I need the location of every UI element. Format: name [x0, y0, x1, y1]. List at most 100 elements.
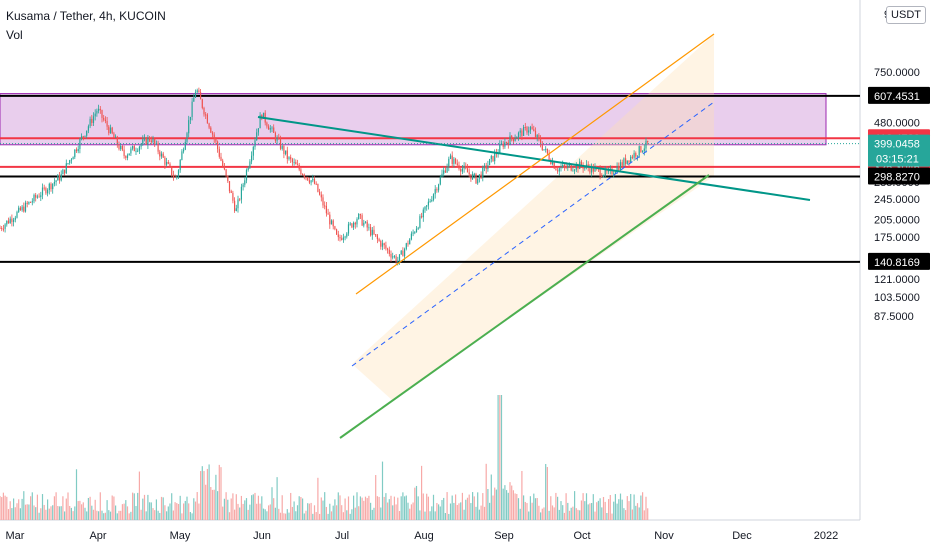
volume-bar — [424, 511, 426, 520]
volume-bar — [159, 512, 161, 520]
channel-mid-line[interactable] — [351, 101, 715, 367]
candle-body — [346, 233, 348, 237]
candle-body — [344, 236, 346, 238]
candle-body — [327, 213, 329, 215]
candle-body — [140, 144, 142, 147]
volume-bar — [341, 505, 343, 520]
volume-bar — [298, 496, 300, 520]
candle-body — [28, 201, 30, 204]
candle-body — [201, 99, 203, 108]
candle-body — [271, 127, 273, 129]
volume-bar — [247, 509, 249, 520]
plot-area[interactable] — [0, 0, 860, 520]
candle-body — [317, 183, 319, 192]
volume-bar — [249, 504, 251, 520]
candle-body — [551, 162, 554, 165]
volume-bar — [570, 507, 572, 520]
candle-body — [235, 208, 237, 211]
candle-body — [631, 156, 633, 158]
candle-body — [278, 137, 280, 139]
volume-bar — [346, 510, 348, 520]
candle-body — [237, 199, 239, 209]
downtrend-line[interactable] — [257, 116, 811, 201]
volume-bar — [509, 482, 511, 520]
volume-bar — [164, 505, 166, 520]
last-price-label: 399.0458 — [874, 139, 920, 151]
price-line-tag — [868, 252, 930, 270]
candle-body — [200, 92, 202, 100]
volume-bar — [422, 493, 424, 520]
candle-body — [242, 184, 244, 187]
volume-bar — [361, 497, 363, 520]
volume-bar — [53, 496, 55, 520]
volume-bar — [502, 488, 504, 520]
volume-bar — [485, 463, 487, 520]
volume-bar — [273, 498, 275, 520]
volume-bar — [388, 499, 390, 520]
volume-bar — [211, 489, 214, 520]
volume-bar — [137, 492, 139, 520]
volume-bar — [560, 501, 562, 520]
volume-bar — [516, 493, 518, 520]
candle-body — [79, 139, 81, 149]
volume-bar — [315, 512, 317, 520]
volume-bar — [188, 503, 190, 520]
volume-bar — [111, 495, 113, 520]
volume-bar — [458, 503, 460, 520]
volume-bar — [444, 512, 446, 520]
candle-body — [249, 161, 251, 168]
volume-bar — [302, 498, 304, 520]
volume-bar — [215, 474, 217, 520]
volume-bar — [208, 464, 210, 520]
candle-body — [456, 163, 458, 166]
candle-body — [40, 195, 42, 198]
volume-bar — [16, 503, 18, 520]
volume-bar — [28, 504, 30, 520]
candle-body — [120, 145, 122, 150]
channel-upper-line[interactable] — [355, 33, 715, 295]
candle-body — [166, 161, 168, 165]
volume-bar — [563, 512, 565, 520]
volume-bar — [77, 501, 79, 520]
candle-body — [410, 233, 412, 240]
volume-bar — [398, 511, 401, 520]
volume-bar — [490, 474, 492, 520]
volume-bar — [259, 503, 261, 520]
candle-body — [438, 184, 440, 191]
x-tick-label: Jul — [335, 530, 349, 542]
volume-bar — [460, 502, 462, 520]
volume-bar — [368, 495, 370, 520]
candle-body — [332, 220, 334, 227]
volume-bar — [602, 496, 605, 520]
candle-body — [193, 97, 195, 102]
candle-body — [431, 199, 433, 202]
currency-selector[interactable]: USDT — [886, 6, 926, 24]
symbol-title[interactable]: Kusama / Tether, 4h, KUCOIN — [6, 9, 166, 23]
volume-bar — [1, 497, 3, 520]
resistance-zone[interactable] — [0, 93, 827, 146]
channel-lower-line[interactable] — [339, 174, 710, 439]
volume-bar — [419, 510, 421, 520]
candle-body — [67, 163, 69, 165]
candle-body — [307, 177, 309, 181]
candle-body — [461, 168, 463, 172]
volume-bar — [154, 510, 156, 520]
candle-body — [443, 170, 445, 174]
volume-bar — [538, 505, 540, 520]
candle-body — [188, 120, 190, 134]
candle-body — [638, 146, 640, 156]
volume-bar — [245, 498, 248, 520]
candle-body — [553, 162, 555, 169]
candle-body — [473, 173, 475, 175]
candle-body — [274, 132, 276, 141]
candle-body — [302, 174, 304, 176]
candle-body — [427, 201, 429, 206]
volume-bar — [125, 500, 127, 520]
volume-bar — [320, 497, 322, 520]
candle-body — [75, 149, 78, 152]
candle-body — [546, 148, 548, 154]
candle-body — [256, 132, 258, 141]
candle-body — [507, 142, 509, 145]
candle-body — [405, 243, 407, 249]
